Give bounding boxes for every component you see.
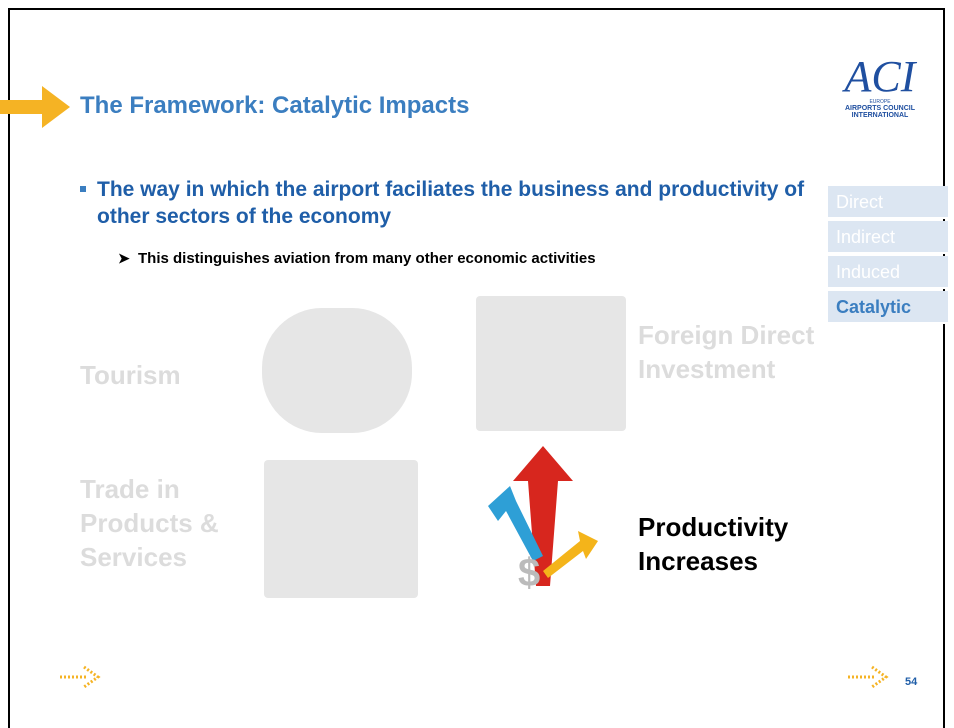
fdi-image: [476, 296, 626, 431]
bullet: The way in which the airport faciliates …: [97, 176, 817, 230]
title-arrow: [0, 82, 75, 132]
nav-item[interactable]: Catalytic: [828, 291, 948, 324]
tile-label: Productivity Increases: [638, 510, 838, 578]
sub-bullet: This distinguishes aviation from many ot…: [138, 250, 596, 267]
logo: ACI EUROPE AIRPORTS COUNCIL INTERNATIONA…: [840, 55, 920, 119]
logo-line: AIRPORTS COUNCIL: [840, 105, 920, 112]
nav-item[interactable]: Indirect: [828, 221, 948, 254]
dotted-arrow: [848, 665, 893, 689]
svg-text:$: $: [518, 551, 540, 595]
title: The Framework: Catalytic Impacts: [80, 92, 469, 120]
nav-item[interactable]: Induced: [828, 256, 948, 289]
tile-label: Tourism: [80, 358, 181, 392]
logo-line: INTERNATIONAL: [840, 112, 920, 119]
tile-label: Trade in Products & Services: [80, 472, 270, 574]
productivity-image: $: [488, 446, 598, 611]
trade-image: [264, 460, 418, 598]
sub-bullet-mark: ➤: [118, 250, 130, 267]
tourism-image: [262, 308, 412, 433]
tile-label: Foreign Direct Investment: [638, 318, 818, 386]
nav-item[interactable]: Direct: [828, 186, 948, 219]
logo-mark: ACI: [840, 55, 920, 99]
bullet-mark: [80, 186, 86, 192]
page-number: 54: [905, 676, 917, 688]
dotted-arrow: [60, 665, 105, 689]
